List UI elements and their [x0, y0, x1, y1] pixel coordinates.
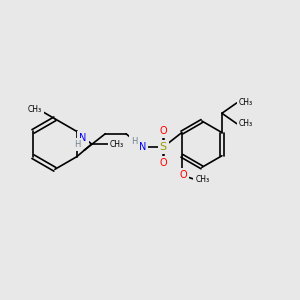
Text: N: N [79, 133, 87, 143]
Text: S: S [160, 142, 167, 152]
Text: CH₃: CH₃ [28, 105, 42, 114]
Text: N: N [139, 142, 146, 152]
Text: CH₃: CH₃ [238, 119, 253, 128]
Text: O: O [179, 170, 187, 180]
Text: O: O [159, 126, 167, 136]
Text: CH₃: CH₃ [110, 140, 124, 148]
Text: O: O [159, 158, 167, 169]
Text: CH₃: CH₃ [196, 175, 210, 184]
Text: H: H [131, 137, 137, 146]
Text: H: H [74, 140, 80, 149]
Text: CH₃: CH₃ [238, 98, 253, 107]
